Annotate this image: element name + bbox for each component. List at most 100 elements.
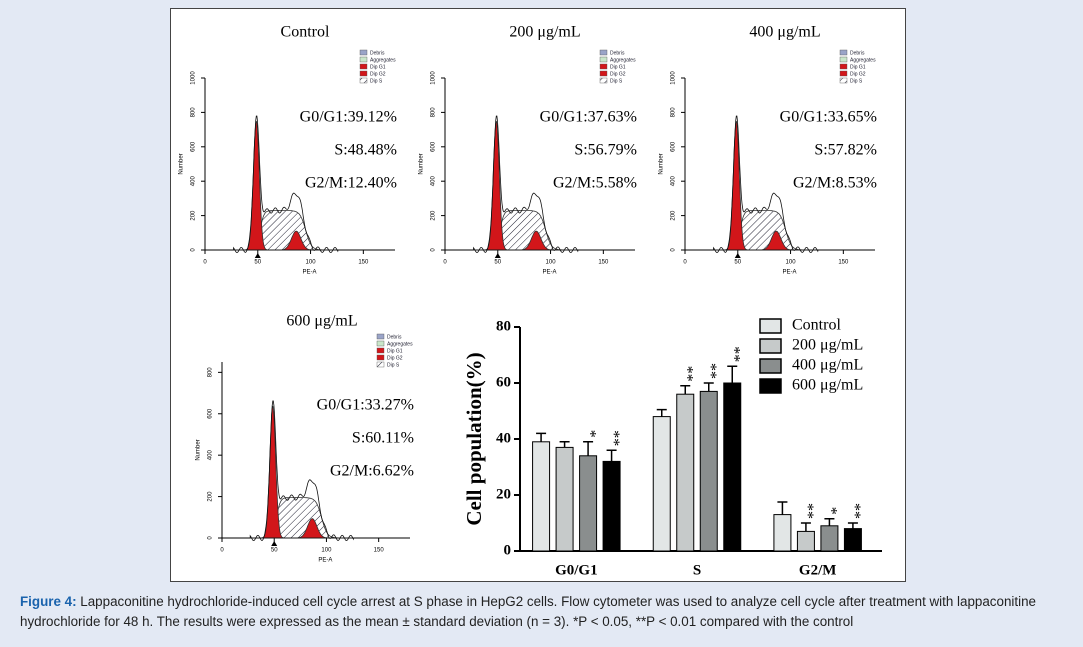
y-tick-label: 200	[208, 491, 214, 502]
gate-marker	[271, 541, 278, 546]
legend-label: Dip S	[850, 78, 863, 84]
error-bar	[536, 432, 547, 442]
legend-swatch	[359, 77, 368, 84]
y-tick-label: 800	[208, 367, 214, 378]
legend-label: Aggregates	[387, 341, 413, 347]
legend-label: Dip G1	[387, 348, 403, 354]
legend-swatch	[359, 56, 368, 63]
phase-percentage: G0/G1:33.65%	[780, 109, 877, 126]
x-tick-label: 0	[683, 260, 687, 266]
legend-label: Dip G2	[387, 355, 403, 361]
legend-swatch	[376, 347, 385, 354]
y-tick-label: 0	[671, 248, 677, 252]
y-tick-label: 1000	[191, 71, 197, 85]
envelope-curve	[233, 115, 339, 254]
x-tick-label: 0	[443, 260, 447, 266]
error-bar	[703, 382, 714, 392]
phase-percentage: S:57.82%	[814, 142, 877, 159]
x-axis-label: PE-A	[302, 270, 316, 276]
phase-percentage: G0/G1:33.27%	[317, 397, 414, 414]
y-axis-label: Number	[419, 153, 425, 174]
y-tick-label: 400	[431, 176, 437, 187]
y-tick-label: 200	[191, 210, 197, 221]
error-bar	[680, 385, 691, 395]
y-tick-label: 600	[671, 141, 677, 152]
y-tick-label: 0	[431, 248, 437, 252]
error-bar	[847, 522, 858, 529]
y-tick-label: 800	[671, 107, 677, 118]
x-axis-label: PE-A	[782, 270, 796, 276]
envelope-curve	[713, 115, 819, 254]
x-axis-label: PE-A	[542, 270, 556, 276]
legend-label: Aggregates	[370, 57, 396, 63]
y-tick-label: 800	[191, 107, 197, 118]
y-tick-label: 1000	[671, 71, 677, 85]
legend-label: 400 μg/mL	[792, 357, 863, 374]
y-tick-label: 40	[496, 430, 511, 446]
legend-label: Debris	[370, 50, 385, 56]
phase-percentage: G2/M:5.58%	[553, 175, 637, 192]
y-tick-label: 20	[496, 486, 511, 502]
panel-title: 200 μg/mL	[509, 24, 580, 41]
legend-swatch	[599, 70, 608, 77]
x-tick-label: 150	[374, 548, 385, 554]
y-tick-label: 600	[431, 141, 437, 152]
legend-swatch	[599, 77, 608, 84]
legend-swatch	[359, 49, 368, 56]
legend-label: 200 μg/mL	[792, 337, 863, 354]
legend-label: Dip G1	[850, 64, 866, 70]
x-tick-label: 0	[220, 548, 224, 554]
y-tick-label: 80	[496, 318, 511, 334]
x-tick-label: 100	[786, 260, 797, 266]
legend-swatch	[839, 56, 848, 63]
y-tick-label: 0	[191, 248, 197, 252]
legend-swatch	[376, 333, 385, 340]
gate-marker	[494, 253, 501, 258]
legend-label: Debris	[610, 50, 625, 56]
significance-mark: **	[679, 366, 696, 382]
legend-swatch	[759, 318, 782, 334]
error-bar	[656, 408, 667, 417]
x-tick-label: S	[693, 562, 701, 578]
bar	[602, 460, 621, 552]
legend-label: Dip S	[387, 362, 400, 368]
legend-label: Aggregates	[850, 57, 876, 63]
gate-marker	[254, 253, 261, 258]
legend-swatch	[839, 49, 848, 56]
y-tick-label: 1000	[431, 71, 437, 85]
y-axis-label: Number	[659, 153, 665, 174]
significance-mark: **	[799, 503, 816, 519]
bar	[723, 382, 742, 552]
legend-label: Dip G2	[610, 71, 626, 77]
phase-percentage: G2/M:12.40%	[305, 175, 397, 192]
envelope-curve	[249, 400, 355, 542]
legend-label: Dip G1	[610, 64, 626, 70]
x-tick-label: 50	[271, 548, 278, 554]
bar	[676, 393, 695, 552]
legend-swatch	[759, 358, 782, 374]
x-tick-label: G2/M	[799, 562, 837, 578]
phase-percentage: G0/G1:37.63%	[540, 109, 637, 126]
legend-label: Aggregates	[610, 57, 636, 63]
legend-swatch	[759, 378, 782, 394]
error-bar	[559, 441, 570, 448]
y-tick-label: 400	[191, 176, 197, 187]
phase-percentage: S:56.79%	[574, 142, 637, 159]
legend-swatch	[599, 49, 608, 56]
legend-label: Dip G2	[370, 71, 386, 77]
panel-title: 600 μg/mL	[286, 313, 357, 330]
x-tick-label: 150	[358, 260, 369, 266]
significance-mark: *	[823, 507, 840, 515]
y-axis-label: Cell population(%)	[462, 352, 486, 525]
legend-swatch	[839, 70, 848, 77]
significance-mark: *	[581, 430, 598, 438]
phase-percentage: G2/M:8.53%	[793, 175, 877, 192]
significance-mark: **	[605, 430, 622, 446]
bar	[843, 528, 862, 552]
envelope-curve	[473, 115, 579, 254]
x-tick-label: 50	[734, 260, 741, 266]
significance-mark: **	[726, 346, 743, 362]
error-bar	[606, 449, 617, 462]
y-tick-label: 200	[671, 210, 677, 221]
